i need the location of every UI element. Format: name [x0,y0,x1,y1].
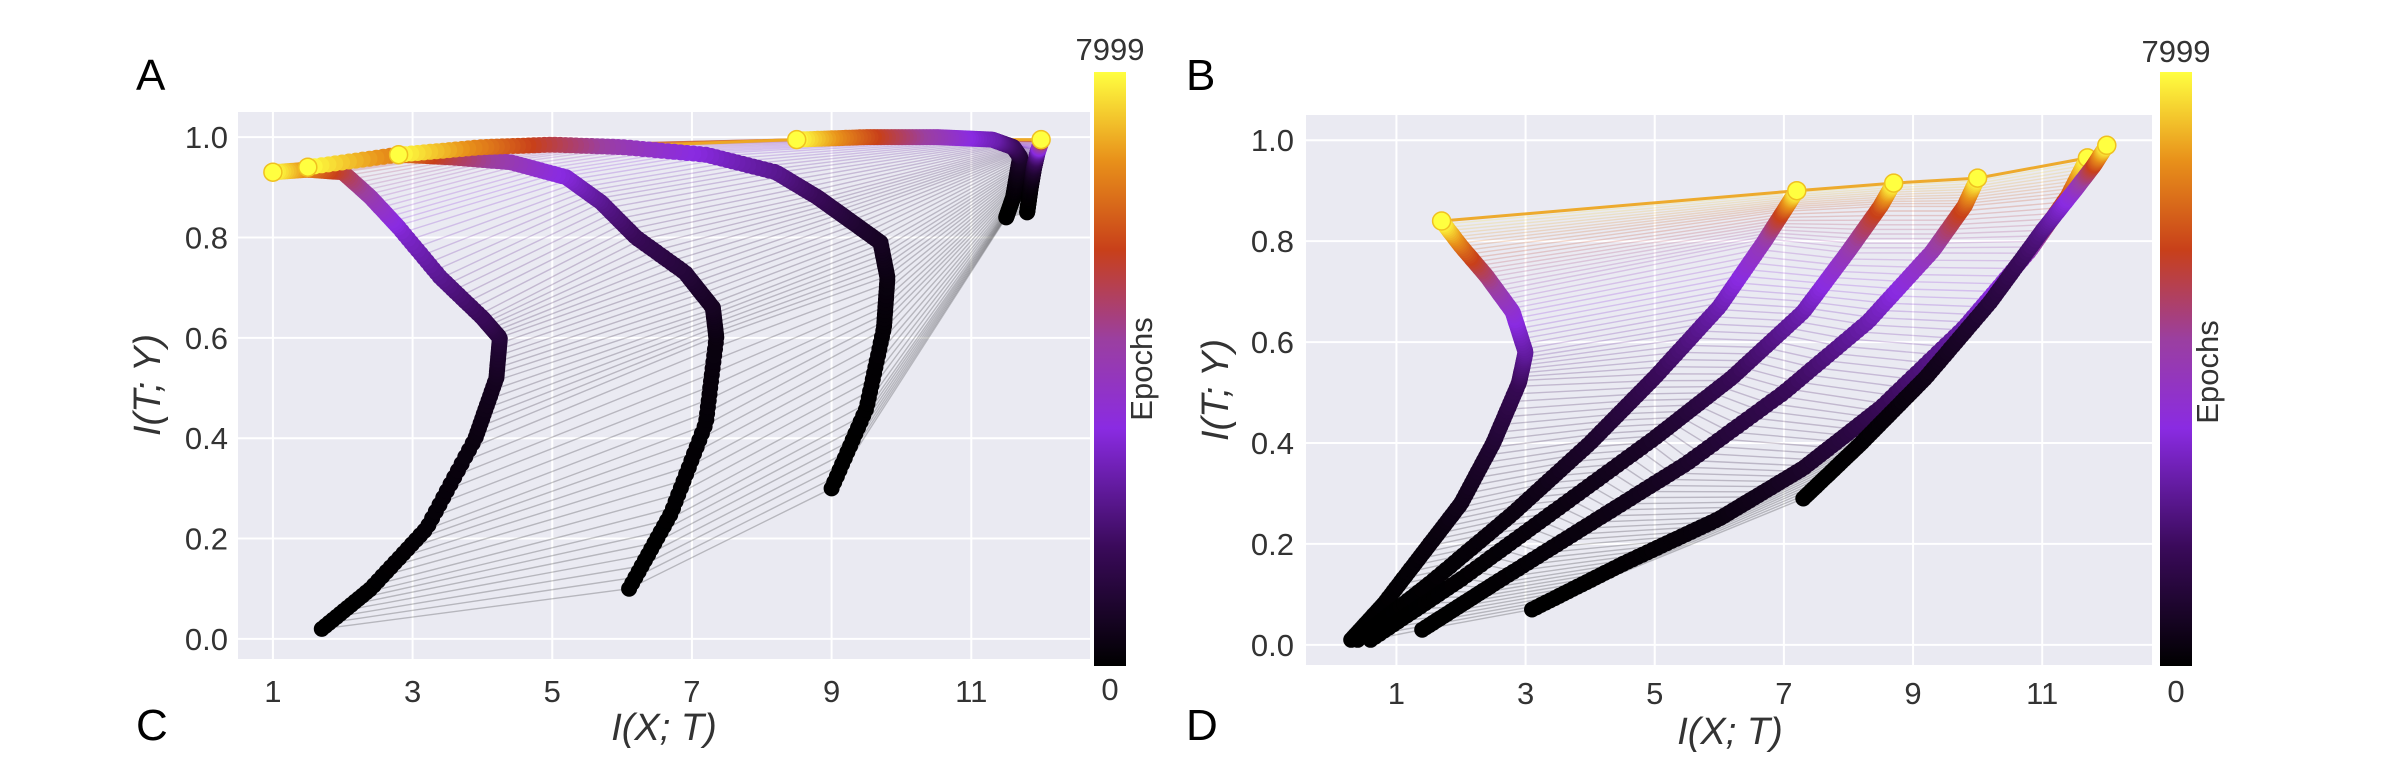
series-4 [786,129,1029,226]
colorbar-title-a: Epochs [1124,317,1159,420]
final-epoch-point [1883,173,1904,193]
y-tick-label-0: 0.0 [185,622,228,657]
x-tick-label-4: 9 [1904,676,1921,711]
grid-a [238,112,1090,659]
chart-a: 1 3 5 7 9 11 0.0 0.2 0.4 0.6 0.8 1.0 I(X; T) I(T; … [127,32,1159,749]
colorbar-a: 7999 0 Epochs [1076,32,1159,707]
colorbar-gradient-b [2160,72,2192,666]
colorbar-max-label-a: 7999 [1076,32,1145,67]
final-epoch-point [1031,129,1051,150]
y-tick-label-2: 0.4 [185,421,228,456]
y-tick-label-2: 0.4 [1251,426,1294,461]
series-2 [298,146,725,597]
final-epoch-point [1787,180,1807,201]
x-tick-labels-b: 1 3 5 7 9 11 [1388,676,2059,711]
x-tick-label-4: 9 [823,674,840,709]
series-3 [388,136,896,497]
y-tick-label-4: 0.8 [185,220,228,255]
colorbar-max-label-b: 7999 [2142,34,2211,69]
final-epoch-point [2097,135,2117,156]
panel-letter-d: D [1186,701,1218,750]
x-tick-label-5: 11 [2026,676,2058,711]
y-tick-label-1: 0.2 [185,522,228,557]
y-tick-labels-a: 0.0 0.2 0.4 0.6 0.8 1.0 [185,120,228,657]
series-5 [1019,129,1051,221]
y-axis-title-b: I(T; Y) [1195,339,1237,441]
x-tick-label-1: 3 [404,674,421,709]
final-epoch-point [786,129,807,150]
x-tick-label-2: 5 [544,674,561,709]
panel-letter-c: C [136,701,168,750]
final-epoch-point [1431,211,1452,231]
y-tick-label-3: 0.6 [185,321,228,356]
series-group-a [263,129,1051,637]
colorbar-b: 7999 0 Epochs [2142,34,2225,709]
series-4 [1414,168,1988,638]
x-tick-label-3: 7 [1775,676,1792,711]
x-axis-title-b: I(X; T) [1677,711,1783,753]
y-axis-title-a: I(T; Y) [127,334,169,436]
chart-b: 1 3 5 7 9 11 0.0 0.2 0.4 0.6 0.8 1.0 I(X; T) I(T; … [1195,34,2225,753]
panel-letter-b: B [1186,51,1215,100]
y-tick-label-3: 0.6 [1251,325,1294,360]
x-tick-label-2: 5 [1646,676,1663,711]
x-tick-label-0: 1 [264,674,281,709]
grid-b [1306,115,2152,665]
x-tick-label-1: 3 [1517,676,1534,711]
series-group-b [1343,135,2117,648]
series-3 [1362,173,1904,648]
x-tick-label-5: 11 [955,674,987,709]
series-1 [263,161,508,637]
y-tick-label-4: 0.8 [1251,224,1294,259]
y-tick-label-0: 0.0 [1251,628,1294,663]
y-tick-label-5: 1.0 [185,120,228,155]
colorbar-title-b: Epochs [2190,320,2225,423]
panel-letter-a: A [136,51,166,100]
series-6 [1795,135,2117,507]
final-epoch-point [1967,168,1988,188]
colorbar-min-label-a: 0 [1101,672,1118,707]
colorbar-min-label-b: 0 [2167,674,2184,709]
y-tick-labels-b: 0.0 0.2 0.4 0.6 0.8 1.0 [1251,123,1294,663]
x-tick-label-3: 7 [683,674,700,709]
x-axis-title-a: I(X; T) [611,707,717,749]
final-epoch-point [388,144,409,165]
x-tick-labels-a: 1 3 5 7 9 11 [264,674,987,709]
final-epoch-point [263,162,283,182]
y-tick-label-5: 1.0 [1251,123,1294,158]
x-tick-label-0: 1 [1388,676,1405,711]
final-epoch-point [298,157,318,177]
y-tick-label-1: 0.2 [1251,527,1294,562]
colorbar-gradient-a [1094,72,1126,666]
